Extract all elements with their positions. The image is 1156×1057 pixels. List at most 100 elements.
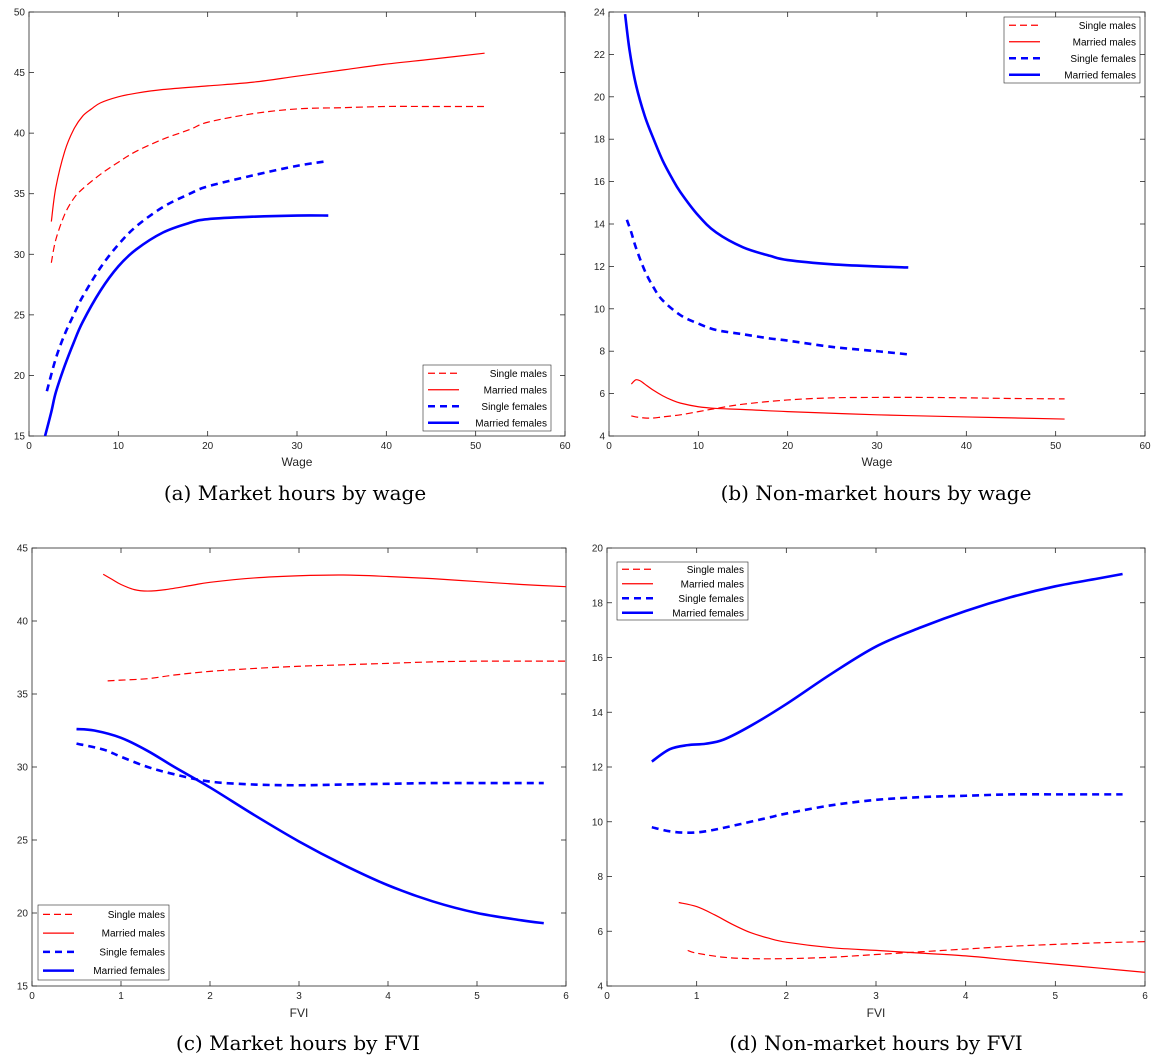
- series-line-single-males: [631, 396, 1065, 419]
- x-tick-label: 0: [26, 441, 32, 452]
- legend-label: Married females: [475, 418, 547, 429]
- x-tick-label: 10: [113, 441, 125, 452]
- y-tick-label: 30: [14, 250, 26, 261]
- series-line-married-males: [630, 379, 1065, 420]
- series-group: [76, 573, 566, 925]
- series-line-married-males: [50, 52, 485, 222]
- y-tick-label: 18: [594, 135, 606, 146]
- y-tick-label: 8: [597, 872, 603, 883]
- legend-label: Married males: [102, 929, 165, 940]
- y-tick-label: 40: [17, 617, 29, 628]
- x-tick-label: 50: [470, 441, 482, 452]
- y-tick-label: 15: [14, 432, 26, 443]
- x-tick-label: 50: [1050, 441, 1062, 452]
- legend-box: [616, 561, 749, 621]
- legend-label: Married females: [1064, 70, 1136, 81]
- x-tick-label: 60: [559, 441, 571, 452]
- x-tick-label: 3: [296, 991, 302, 1002]
- figure-caption: (d) Non-market hours by FVI: [729, 1031, 1022, 1055]
- series-line-single-males: [687, 941, 1145, 960]
- x-tick-label: 10: [693, 441, 705, 452]
- series-line-single-females: [45, 159, 329, 392]
- series-line-single-females: [76, 742, 544, 787]
- y-tick-label: 35: [17, 690, 29, 701]
- series-group: [43, 52, 485, 436]
- x-tick-label: 0: [604, 991, 610, 1002]
- legend-label: Married males: [484, 385, 547, 396]
- x-tick-label: 30: [291, 441, 303, 452]
- x-tick-label: 5: [474, 991, 480, 1002]
- y-tick-label: 16: [594, 177, 606, 188]
- figure-caption: (a) Market hours by wage: [164, 481, 426, 505]
- y-tick-label: 12: [594, 262, 606, 273]
- y-tick-label: 50: [14, 8, 26, 19]
- y-tick-label: 22: [594, 50, 606, 61]
- y-tick-label: 20: [594, 92, 606, 103]
- series-group: [651, 572, 1145, 973]
- y-tick-label: 14: [592, 708, 604, 719]
- legend-box: [1003, 16, 1141, 84]
- series-line-married-males: [678, 901, 1145, 973]
- legend-label: Single females: [1070, 54, 1136, 65]
- y-tick-label: 18: [592, 598, 604, 609]
- x-tick-label: 0: [29, 991, 35, 1002]
- y-tick-label: 10: [592, 817, 604, 828]
- x-tick-label: 5: [1053, 991, 1059, 1002]
- x-tick-label: 1: [694, 991, 700, 1002]
- y-tick-label: 45: [17, 544, 29, 555]
- series-line-single-males: [107, 660, 566, 682]
- y-tick-label: 16: [592, 653, 604, 664]
- figure-caption: (c) Market hours by FVI: [176, 1031, 420, 1055]
- series-line-married-females: [76, 727, 544, 925]
- x-axis-label: Wage: [862, 455, 893, 469]
- series-line-single-females: [651, 792, 1123, 834]
- figure-caption: (b) Non-market hours by wage: [721, 481, 1032, 505]
- x-tick-label: 3: [873, 991, 879, 1002]
- y-tick-label: 40: [14, 129, 26, 140]
- legend-label: Single males: [490, 369, 547, 380]
- series-line-married-females: [623, 13, 909, 269]
- y-tick-label: 4: [599, 432, 605, 443]
- x-tick-label: 6: [563, 991, 569, 1002]
- y-tick-label: 15: [17, 982, 29, 993]
- legend-box: [37, 904, 170, 981]
- x-axis-label: FVI: [290, 1006, 309, 1020]
- legend-label: Single males: [1079, 21, 1136, 32]
- legend-label: Single females: [99, 947, 165, 958]
- legend-label: Married males: [1073, 37, 1136, 48]
- plot-area: [606, 547, 1146, 987]
- chart-panel-1: 0 10 20 30 40 50 60 4 6 8 10 12 14 16 18 20 22 24 Wage Sing…: [594, 8, 1151, 506]
- y-tick-label: 20: [14, 371, 26, 382]
- x-tick-label: 40: [961, 441, 973, 452]
- legend-label: Single females: [678, 594, 744, 605]
- y-tick-label: 20: [17, 909, 29, 920]
- series-line-married-males: [102, 573, 566, 592]
- chart-panel-0: 0 10 20 30 40 50 60 15 20 25 30 35 40 45 50 Wage Single …: [14, 8, 571, 506]
- x-tick-label: 6: [1142, 991, 1148, 1002]
- series-line-single-males: [50, 105, 485, 263]
- x-axis-label: FVI: [867, 1006, 886, 1020]
- y-tick-label: 8: [599, 347, 605, 358]
- x-tick-label: 1: [118, 991, 124, 1002]
- legend: Single males Married males Single females M…: [616, 561, 749, 621]
- legend: Single males Married males Single females M…: [37, 904, 170, 981]
- legend-label: Married males: [681, 579, 744, 590]
- legend-label: Single females: [481, 402, 547, 413]
- x-tick-label: 20: [202, 441, 214, 452]
- x-axis-label: Wage: [282, 455, 313, 469]
- series-line-single-females: [625, 219, 909, 356]
- legend-label: Married females: [93, 966, 165, 977]
- y-tick-label: 30: [17, 763, 29, 774]
- y-tick-label: 35: [14, 189, 26, 200]
- x-tick-label: 2: [207, 991, 213, 1002]
- series-line-married-females: [651, 572, 1123, 763]
- y-tick-label: 25: [17, 836, 29, 847]
- legend: Single males Married males Single females M…: [422, 364, 552, 432]
- legend-label: Married females: [672, 608, 744, 619]
- y-tick-label: 10: [594, 304, 606, 315]
- x-tick-label: 60: [1139, 441, 1151, 452]
- y-tick-label: 20: [592, 544, 604, 555]
- y-tick-label: 6: [599, 389, 605, 400]
